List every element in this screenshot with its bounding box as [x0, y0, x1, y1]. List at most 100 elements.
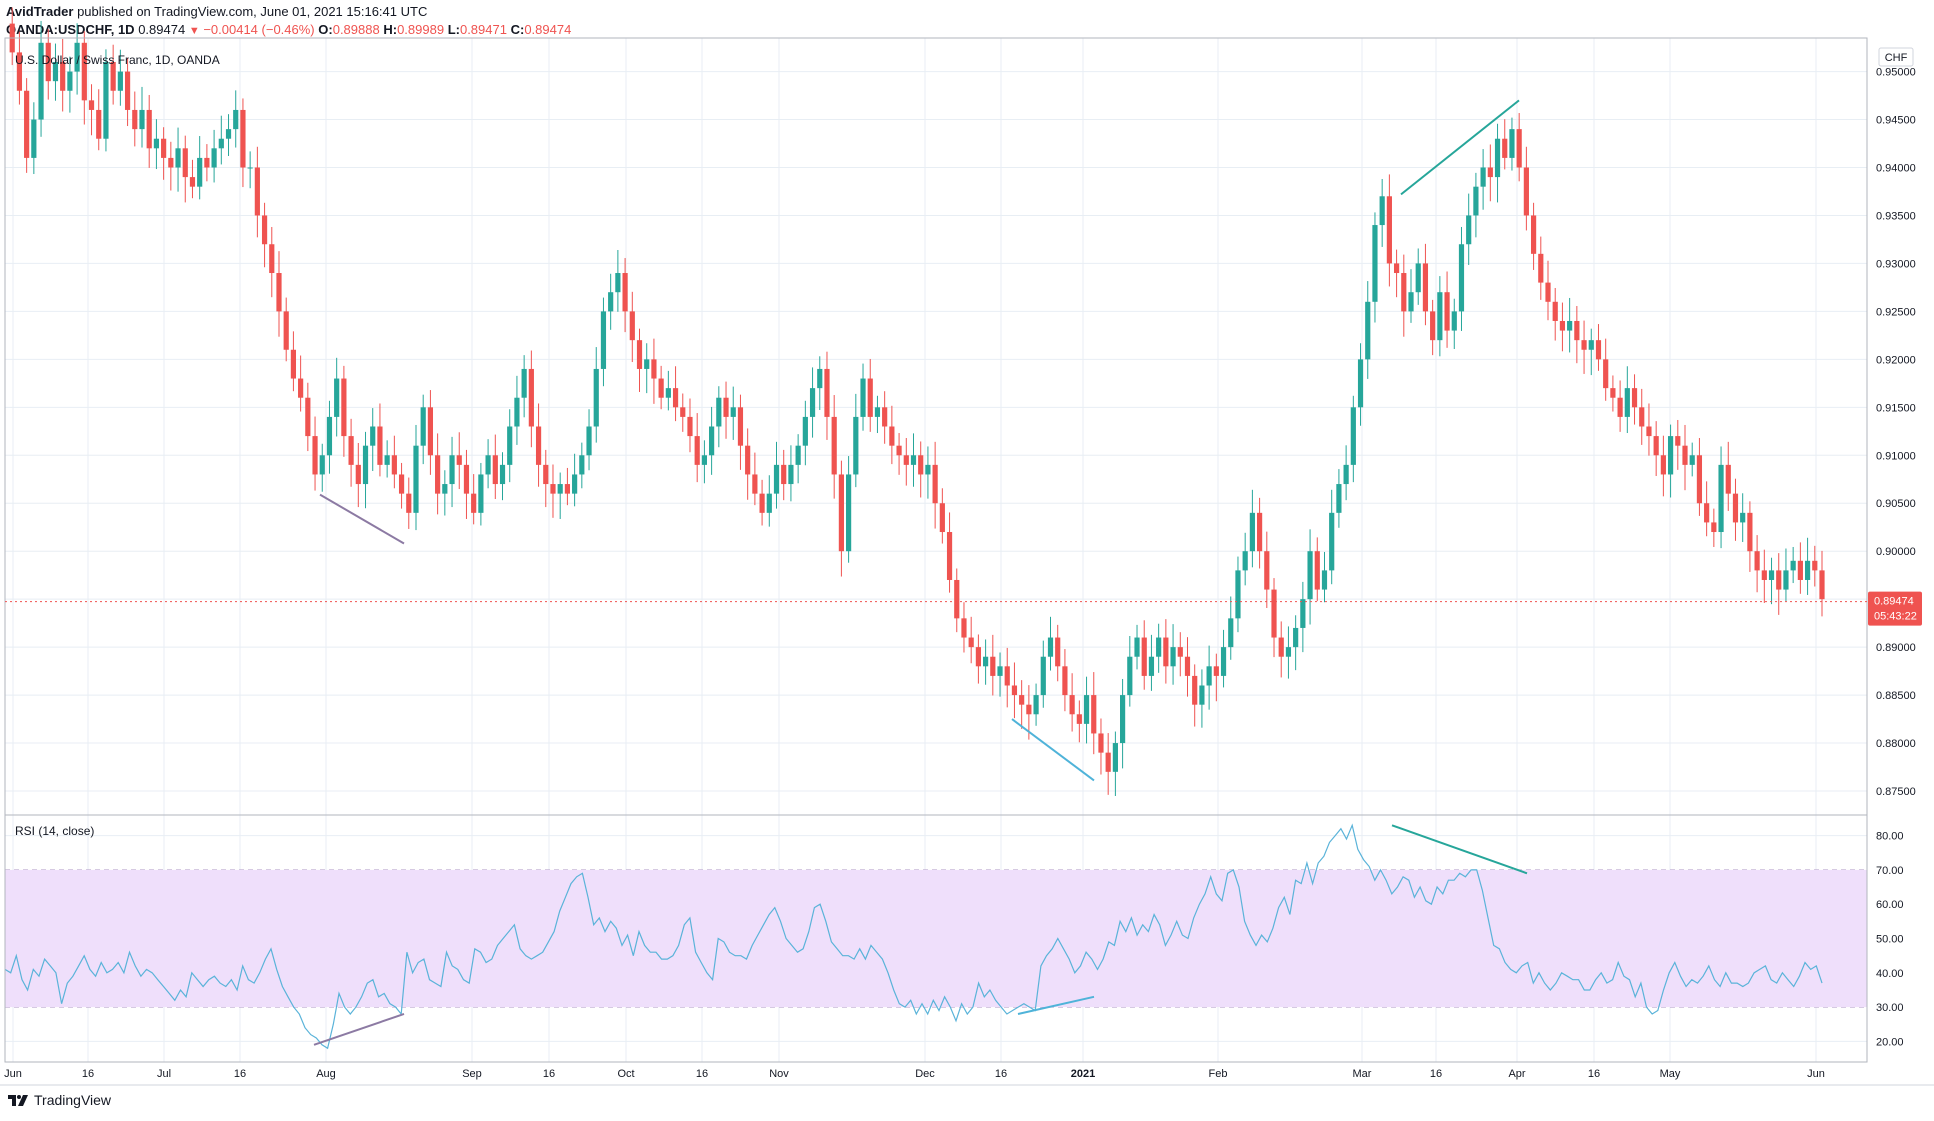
- candle-body: [1588, 340, 1594, 350]
- candle-body: [1559, 320, 1566, 331]
- candle-body: [817, 368, 823, 389]
- candle-body: [615, 273, 621, 293]
- candle-body: [528, 368, 534, 427]
- last-value: 0.89474: [138, 22, 186, 37]
- candle-body: [204, 157, 210, 168]
- candle-body: [939, 503, 945, 533]
- candle-body: [1055, 637, 1061, 667]
- candle-body: [1069, 695, 1075, 715]
- candle-body: [225, 129, 232, 139]
- time-tick-label: Jun: [4, 1068, 22, 1080]
- currency-badge[interactable]: [1878, 47, 1914, 67]
- candle-body: [1393, 263, 1400, 274]
- candle-body: [1163, 637, 1169, 667]
- candle-body: [38, 42, 44, 120]
- candle-body: [132, 109, 138, 130]
- candle-body: [1026, 704, 1032, 715]
- candle-body: [1466, 215, 1472, 245]
- candle-body: [499, 464, 506, 485]
- candle-body: [124, 71, 131, 110]
- candle-body: [117, 71, 123, 91]
- candle-body: [925, 464, 931, 475]
- divergence-trendlines: [313, 99, 1528, 1046]
- trendline: [1017, 995, 1095, 1015]
- candle-body: [24, 90, 30, 158]
- candle-body: [1336, 484, 1342, 513]
- candle-body: [413, 445, 419, 513]
- candle-body: [247, 167, 253, 169]
- price-tick-label: 0.94000: [1876, 163, 1916, 175]
- candle-body: [1365, 301, 1371, 360]
- candle-body: [1357, 359, 1364, 408]
- candle-body: [665, 388, 671, 398]
- candle-body: [1631, 388, 1638, 408]
- price-tick-label: 0.89000: [1876, 642, 1916, 654]
- candle-body: [1819, 570, 1825, 600]
- candle-body: [1732, 493, 1739, 523]
- candle-body: [449, 455, 455, 485]
- candle-body: [456, 455, 462, 465]
- candle-body: [1062, 666, 1068, 696]
- candle-body: [1617, 397, 1623, 417]
- candle-body: [593, 368, 599, 427]
- candle-body: [1502, 138, 1508, 158]
- candle-body: [189, 177, 196, 187]
- candle-body: [1127, 656, 1133, 696]
- candle-body: [608, 292, 614, 312]
- low-label: L:: [447, 22, 460, 37]
- currency-label: CHF: [1885, 52, 1908, 64]
- candle-body: [961, 618, 967, 638]
- time-tick-label: 16: [234, 1068, 246, 1080]
- candle-body: [110, 61, 116, 91]
- candle-body: [795, 445, 801, 465]
- time-tick-label: 16: [543, 1068, 555, 1080]
- tradingview-brand: TradingView: [34, 1092, 112, 1108]
- price-tick-label: 0.95000: [1876, 67, 1916, 79]
- candle-body: [1675, 436, 1681, 446]
- candle-body: [838, 474, 844, 552]
- candle-body: [161, 138, 167, 158]
- rsi-title: RSI (14, close): [15, 824, 94, 838]
- price-tick-label: 0.94500: [1876, 115, 1916, 127]
- candle-body: [1047, 637, 1054, 657]
- rsi-tick-label: 30.00: [1876, 1002, 1904, 1014]
- candle-body: [910, 455, 917, 465]
- candle-body: [550, 484, 556, 494]
- time-tick-label: Sep: [462, 1068, 482, 1080]
- candle-body: [1595, 340, 1602, 360]
- tradingview-logo[interactable]: TradingView: [8, 1092, 111, 1108]
- time-tick-label: Feb: [1209, 1068, 1228, 1080]
- candle-body: [1329, 512, 1335, 571]
- candle-body: [319, 455, 325, 475]
- candle-body: [1213, 666, 1219, 676]
- candle-body: [305, 397, 311, 437]
- candle-body: [572, 474, 578, 494]
- candle-body: [1271, 589, 1277, 638]
- candle-body: [52, 61, 59, 82]
- candle-body: [1437, 292, 1443, 341]
- time-tick-label: 16: [1588, 1068, 1600, 1080]
- candle-body: [983, 656, 989, 667]
- candle-body: [903, 455, 909, 465]
- candle-body: [1264, 551, 1270, 590]
- candle-body: [1091, 695, 1097, 734]
- candle-body: [730, 407, 736, 417]
- price-pane-frame: [4, 37, 1868, 816]
- rsi-tick-label: 60.00: [1876, 899, 1904, 911]
- time-axis: Jun 16 Jul 16 Aug Sep 16 Oct 16 Nov Dec 16 2021 Feb Ma…: [4, 1068, 1825, 1080]
- candle-body: [1199, 685, 1205, 705]
- rsi-axis: 80.00 70.00 60.00 50.00 40.00 30.00 20.00: [1876, 831, 1904, 1049]
- candle-body: [1660, 455, 1666, 475]
- candle-body: [1473, 186, 1479, 216]
- candle-body: [290, 349, 297, 379]
- candle-body: [218, 138, 224, 149]
- last-price-label: 0.89474: [1874, 596, 1914, 608]
- candle-body: [1076, 714, 1082, 724]
- open-value: 0.89888: [332, 22, 380, 37]
- candle-body: [355, 464, 361, 485]
- candle-body: [435, 455, 441, 494]
- candle-body: [348, 436, 354, 465]
- candle-body: [629, 311, 635, 341]
- candle-body: [45, 42, 51, 82]
